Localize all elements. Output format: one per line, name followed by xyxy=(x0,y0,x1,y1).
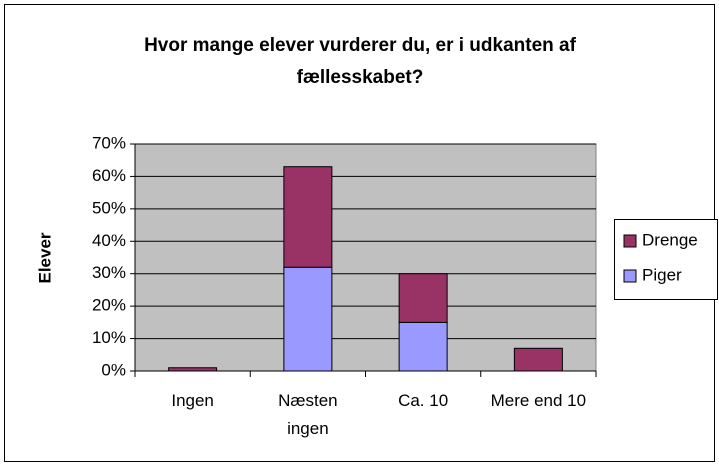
legend-label: Piger xyxy=(642,265,682,284)
bar-segment xyxy=(398,273,448,323)
legend-label: Drenge xyxy=(642,230,698,249)
y-tick-label: 70% xyxy=(92,133,126,152)
bar-segment xyxy=(283,266,333,372)
x-tick-label: Ca. 10 xyxy=(398,391,449,410)
bar-segment xyxy=(168,367,218,372)
legend-swatch xyxy=(623,269,637,283)
chart-title: Hvor mange elever vurderer du, er i udka… xyxy=(144,35,576,88)
y-tick-label: 60% xyxy=(92,166,126,185)
y-tick-label: 30% xyxy=(92,263,126,282)
plot-area xyxy=(134,143,597,372)
y-tick-label: 20% xyxy=(92,296,126,315)
y-tick-label: 40% xyxy=(92,231,126,250)
bar-segment xyxy=(513,347,563,372)
y-tick-label: 50% xyxy=(92,198,126,217)
y-axis-label: Elever xyxy=(35,232,54,283)
legend-box xyxy=(614,219,718,300)
x-tick-label: Mere end 10 xyxy=(490,391,587,410)
y-tick-label: 0% xyxy=(101,360,126,379)
x-tick-label: Ingen xyxy=(171,391,214,410)
legend-swatch xyxy=(623,234,637,248)
bar-segment xyxy=(283,166,333,268)
x-tick-label: Næsten ingen xyxy=(278,391,338,438)
y-tick-label: 10% xyxy=(92,328,126,347)
bar-segment xyxy=(398,321,448,372)
